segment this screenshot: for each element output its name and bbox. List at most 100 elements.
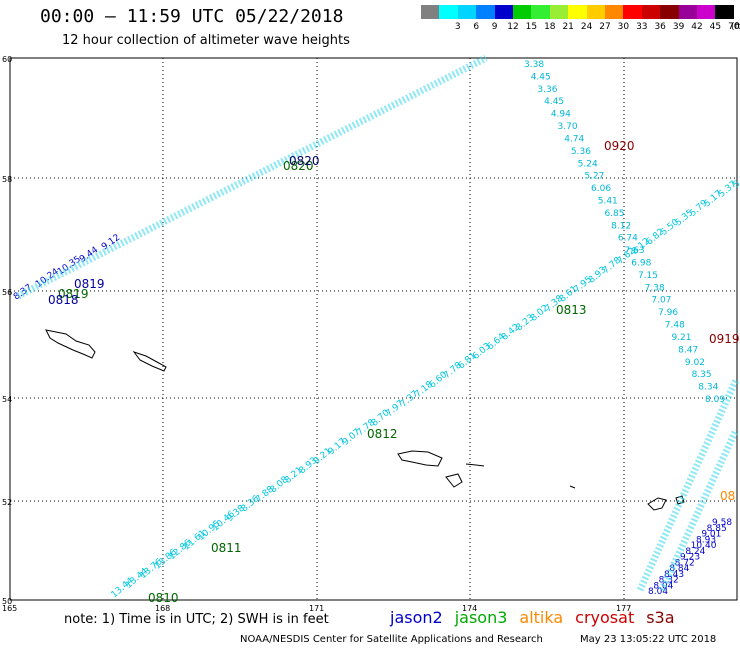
pass-time-label: 0812 [367, 427, 398, 441]
color-scale-label: 18 [544, 22, 556, 32]
latitude-label: 60 [2, 55, 12, 64]
wave-height-value: 5.36 [571, 147, 591, 157]
wave-height-value: 8.43 [664, 570, 684, 580]
color-scale-label: 15 [525, 22, 538, 32]
pass-time-label: 08 [720, 489, 735, 503]
wave-height-value: 8.09 [705, 395, 725, 405]
wave-height-value: 8.04 [648, 587, 668, 597]
latitude-label: 50 [2, 597, 12, 606]
page-title: 00:00 – 11:59 UTC 05/22/2018 [40, 6, 344, 27]
wave-height-value: 8.47 [678, 345, 698, 355]
pass-time-label: 0920 [604, 139, 635, 153]
wave-height-value: 3.38 [524, 60, 544, 70]
color-scale-swatch [476, 5, 496, 19]
color-scale-swatch [439, 5, 459, 19]
color-scale-swatch [568, 5, 588, 19]
color-scale-swatch [549, 5, 569, 19]
color-scale-label: 27 [599, 22, 611, 32]
dense-track-marks [636, 378, 740, 592]
longitude-label: 165 [2, 604, 17, 613]
color-scale-swatch [641, 5, 661, 19]
island-outline [445, 473, 463, 488]
island-outline [465, 463, 485, 467]
color-scale-swatch [457, 5, 477, 19]
island-outline [132, 351, 167, 372]
dense-track-marks [16, 54, 488, 300]
island-outline [569, 485, 576, 489]
island-outline [45, 329, 96, 359]
pass-time-label: 0811 [211, 541, 242, 555]
wave-height-value: 8.24 [685, 547, 705, 557]
wave-height-value: 9.58 [712, 518, 732, 528]
wave-height-value: 4.45 [531, 72, 551, 82]
wave-height-value: 6.98 [631, 259, 651, 269]
credit-line: NOAA/NESDIS Center for Satellite Applica… [240, 634, 543, 645]
satellite-legend-item: jason3 [454, 608, 508, 627]
wave-height-value: 10.35 [56, 254, 83, 277]
color-scale-label: 70 [728, 22, 740, 32]
longitude-label: 177 [616, 604, 631, 613]
wave-height-value: 8.84 [669, 564, 689, 574]
color-scale-label: 30 [617, 22, 630, 32]
color-scale-swatch [715, 5, 735, 19]
wave-height-value: 8.85 [707, 524, 727, 534]
color-scale-label: 9 [491, 22, 498, 32]
latitude-label: 56 [2, 288, 12, 297]
pass-time-label: 0818 [48, 293, 79, 307]
color-scale-swatch [531, 5, 551, 19]
wave-height-value: 7.38 [645, 283, 665, 293]
footer-note: note: 1) Time is in UTC; 2) SWH is in fe… [64, 612, 329, 627]
wave-height-value: 6.85 [604, 209, 624, 219]
satellite-legend-item: s3a [646, 608, 675, 627]
wave-height-value: 8.32 [659, 576, 679, 586]
wave-height-value: 9.21 [671, 333, 691, 343]
satellite-legend: jason2 jason3 altika cryosat s3a [390, 608, 687, 627]
wave-height-value: 5.41 [598, 196, 618, 206]
color-scale-label: 12 [507, 22, 519, 32]
wave-height-value: 5.24 [578, 159, 598, 169]
satellite-legend-item: altika [519, 608, 564, 627]
wave-height-value: 7.48 [665, 321, 685, 331]
wave-height-value: 8.72 [675, 558, 695, 568]
wave-height-value: 6.74 [618, 234, 638, 244]
island-outline [647, 497, 667, 511]
color-scale-swatch [586, 5, 606, 19]
wave-height-value: 3.36 [537, 85, 557, 95]
wave-height-value: 9.02 [685, 358, 705, 368]
wave-height-value: 8.35 [692, 370, 712, 380]
wave-height-value: 4.74 [564, 134, 584, 144]
color-scale-label: 24 [580, 22, 593, 32]
color-scale-swatch [623, 5, 643, 19]
color-scale-unit: (ft) [731, 22, 740, 32]
color-scale-label: 45 [709, 22, 722, 32]
pass-time-label: 0813 [556, 303, 587, 317]
wave-height-value: 7.07 [651, 296, 671, 306]
longitude-label: 174 [462, 604, 477, 613]
color-scale-label: 21 [562, 22, 574, 32]
color-scale-label: 42 [691, 22, 703, 32]
color-scale-swatch [421, 5, 440, 19]
dense-track-marks [658, 428, 740, 592]
wave-height-value: 4.94 [551, 110, 571, 120]
wave-height-value: 10.24 [34, 267, 61, 290]
wave-height-value: 5.03 [732, 170, 740, 191]
latitude-label: 58 [2, 175, 12, 184]
wave-height-value: 9.01 [701, 530, 721, 540]
color-scale-label: 6 [473, 22, 480, 32]
pass-time-label: 0820 [283, 159, 314, 173]
color-scale-label: 3 [454, 22, 461, 32]
wave-height-value: 6.06 [591, 184, 611, 194]
color-scale-label: 39 [672, 22, 685, 32]
wave-height-value: 7.96 [658, 308, 678, 318]
pass-time-label: 0819 [58, 287, 89, 301]
color-scale-swatch [697, 5, 716, 19]
color-scale-label: 33 [636, 22, 648, 32]
satellite-legend-item: cryosat [575, 608, 635, 627]
wave-height-value: 10.40 [691, 541, 717, 551]
pass-time-label: 0810 [148, 591, 179, 605]
color-scale-swatch [660, 5, 680, 19]
latitude-label: 52 [2, 498, 12, 507]
page-subtitle: 12 hour collection of altimeter wave hei… [62, 33, 350, 48]
longitude-label: 171 [309, 604, 324, 613]
